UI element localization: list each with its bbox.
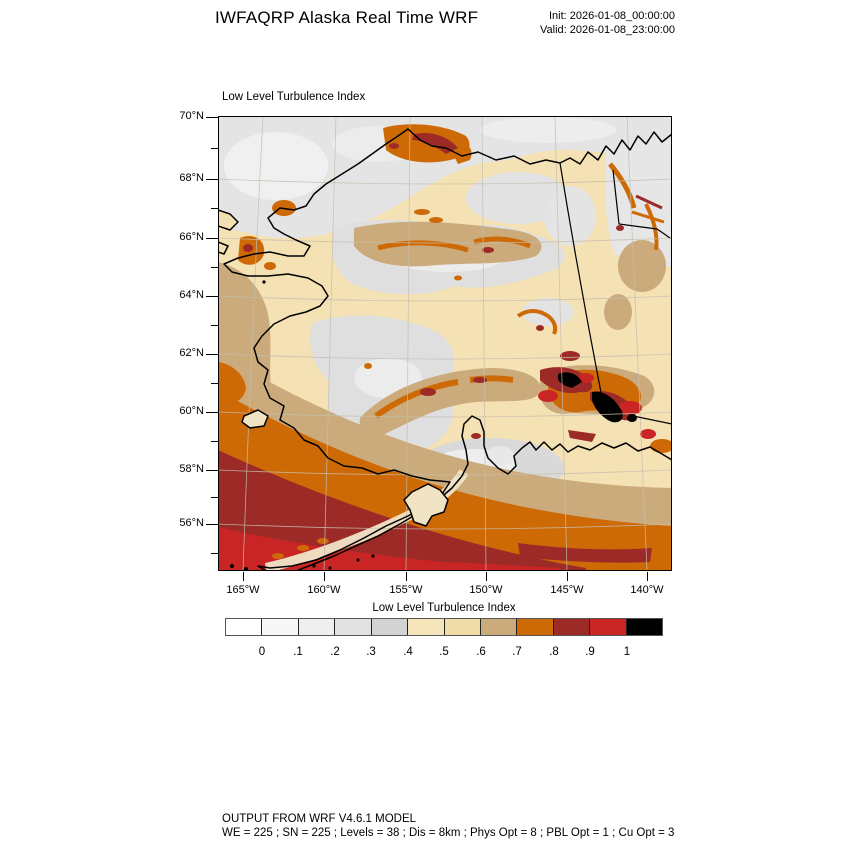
- x-axis-label: 160°W: [307, 584, 341, 596]
- colorbar-cell: [625, 619, 663, 635]
- field-title: Low Level Turbulence Index: [222, 91, 366, 103]
- colorbar: [225, 618, 663, 636]
- colorbar-tick-label: 0: [258, 646, 266, 658]
- footer-line-1: OUTPUT FROM WRF V4.6.1 MODEL: [222, 813, 417, 825]
- colorbar-tick-label: .6: [476, 646, 486, 658]
- x-axis-label: 150°W: [469, 584, 503, 596]
- y-major-tick: [206, 470, 218, 471]
- run-times: Init: 2026-01-08_00:00:00 Valid: 2026-01…: [540, 9, 675, 37]
- map-frame: [218, 116, 672, 571]
- valid-time: Valid: 2026-01-08_23:00:00: [540, 24, 675, 36]
- y-minor-tick: [211, 441, 218, 442]
- y-minor-tick: [211, 497, 218, 498]
- colorbar-cell: [297, 619, 335, 635]
- y-major-tick: [206, 179, 218, 180]
- y-major-tick: [206, 296, 218, 297]
- x-major-tick: [567, 572, 568, 581]
- x-axis-label: 140°W: [630, 584, 664, 596]
- y-major-tick: [206, 238, 218, 239]
- colorbar-tick-label: .1: [293, 646, 303, 658]
- y-axis-label: 62°N: [179, 347, 204, 359]
- colorbar-cell: [479, 619, 517, 635]
- y-axis-label: 58°N: [179, 463, 204, 475]
- y-minor-tick: [211, 148, 218, 149]
- x-major-tick: [243, 572, 244, 581]
- colorbar-title: Low Level Turbulence Index: [372, 602, 516, 614]
- y-minor-tick: [211, 383, 218, 384]
- x-major-tick: [324, 572, 325, 581]
- canada-border: [559, 162, 672, 425]
- y-minor-tick: [211, 325, 218, 326]
- y-axis-label: 60°N: [179, 405, 204, 417]
- y-minor-tick: [211, 267, 218, 268]
- init-time: Init: 2026-01-08_00:00:00: [549, 10, 675, 22]
- colorbar-tick-label: .8: [549, 646, 559, 658]
- y-major-tick: [206, 354, 218, 355]
- colorbar-cell: [261, 619, 298, 635]
- coastline: [218, 128, 672, 571]
- colorbar-cell: [226, 619, 262, 635]
- x-major-tick: [406, 572, 407, 581]
- y-minor-tick: [211, 208, 218, 209]
- colorbar-tick-label: .4: [403, 646, 413, 658]
- colorbar-cell: [552, 619, 590, 635]
- colorbar-cell: [589, 619, 626, 635]
- colorbar-tick-labels: 0 .1 .2 .3 .4 .5 .6 .7 .8 .9 1: [225, 646, 663, 660]
- y-axis-label: 64°N: [179, 289, 204, 301]
- colorbar-tick-label: .2: [330, 646, 340, 658]
- graticule: [218, 116, 672, 571]
- x-axis-label: 165°W: [226, 584, 260, 596]
- y-minor-tick: [211, 553, 218, 554]
- x-major-tick: [486, 572, 487, 581]
- map-panel: [218, 116, 672, 571]
- y-major-tick: [206, 524, 218, 525]
- colorbar-cell: [516, 619, 553, 635]
- turbulence-field: [218, 116, 672, 571]
- colorbar-cell: [370, 619, 408, 635]
- colorbar-tick-label: .7: [512, 646, 522, 658]
- x-major-tick: [647, 572, 648, 581]
- y-axis-label: 70°N: [179, 110, 204, 122]
- colorbar-cell: [407, 619, 444, 635]
- model-info: OUTPUT FROM WRF V4.6.1 MODEL WE = 225 ; …: [222, 812, 674, 840]
- colorbar-cell: [443, 619, 480, 635]
- colorbar-tick-label: .3: [366, 646, 376, 658]
- y-axis-label: 56°N: [179, 517, 204, 529]
- y-axis-label: 68°N: [179, 172, 204, 184]
- colorbar-tick-label: .9: [585, 646, 595, 658]
- y-major-tick: [206, 117, 218, 118]
- colorbar-tick-label: .5: [439, 646, 449, 658]
- footer-line-2: WE = 225 ; SN = 225 ; Levels = 38 ; Dis …: [222, 827, 675, 839]
- alaska-turbulence-map: [218, 116, 672, 571]
- colorbar-cell: [334, 619, 371, 635]
- y-axis-label: 66°N: [179, 231, 204, 243]
- x-axis-label: 145°W: [550, 584, 584, 596]
- y-major-tick: [206, 412, 218, 413]
- x-axis-label: 155°W: [389, 584, 423, 596]
- main-title: IWFAQRP Alaska Real Time WRF: [215, 8, 479, 27]
- colorbar-tick-label: 1: [623, 646, 631, 658]
